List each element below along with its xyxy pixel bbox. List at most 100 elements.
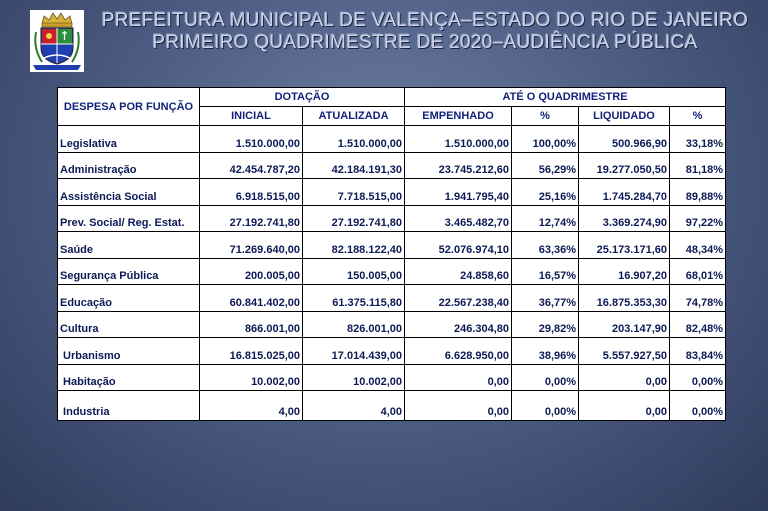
row-liquidado: 1.745.284,70	[578, 178, 671, 206]
row-liquidado: 203.147,90	[578, 310, 671, 338]
row-funcao: Prev. Social/ Reg. Estat.	[57, 204, 200, 232]
row-inicial: 6.918.515,00	[199, 178, 303, 206]
row-atualizada: 10.002,00	[301, 363, 406, 391]
coat-of-arms-icon	[30, 10, 84, 72]
row-atualizada: 42.184.191,30	[301, 151, 406, 179]
row-inicial: 200.005,00	[199, 257, 303, 285]
row-empenhado: 22.567.238,40	[404, 284, 513, 312]
table-row: Segurança Pública 200.005,00 150.005,00 24.…	[57, 257, 727, 285]
row-empenhado: 1.510.000,00	[404, 125, 513, 153]
row-empenhado: 246.304,80	[404, 310, 513, 338]
row-atualizada: 826.001,00	[301, 310, 406, 338]
table-row: Habitação 10.002,00 10.002,00 0,00 0,00% 0,00…	[57, 363, 727, 391]
row-percent-empenhado: 16,57%	[511, 257, 580, 285]
row-percent-empenhado: 63,36%	[511, 231, 580, 259]
row-percent-liquidado: 81,18%	[669, 151, 727, 179]
row-atualizada: 150.005,00	[301, 257, 406, 285]
row-empenhado: 1.941.795,40	[404, 178, 513, 206]
table-row: Cultura 866.001,00 826.001,00 246.304,80 29,…	[57, 310, 727, 338]
title-line-1: PREFEITURA MUNICIPAL DE VALENÇA–ESTADO D…	[101, 10, 749, 31]
row-empenhado: 3.465.482,70	[404, 204, 513, 232]
row-atualizada: 17.014.439,00	[301, 337, 406, 365]
row-atualizada: 27.192.741,80	[301, 204, 406, 232]
row-empenhado: 0,00	[404, 390, 513, 421]
row-inicial: 866.001,00	[199, 310, 303, 338]
row-percent-empenhado: 0,00%	[511, 390, 580, 421]
row-liquidado: 500.966,90	[578, 125, 671, 153]
row-empenhado: 24.858,60	[404, 257, 513, 285]
table-row: Legislativa 1.510.000,00 1.510.000,00 1.510…	[57, 125, 727, 153]
row-empenhado: 6.628.950,00	[404, 337, 513, 365]
row-empenhado: 52.076.974,10	[404, 231, 513, 259]
row-atualizada: 1.510.000,00	[301, 125, 406, 153]
row-percent-empenhado: 100,00%	[511, 125, 580, 153]
row-liquidado: 25.173.171,60	[578, 231, 671, 259]
table-row: Administração 42.454.787,20 42.184.191,30 2…	[57, 151, 727, 179]
row-funcao: Educação	[57, 284, 200, 312]
row-liquidado: 19.277.050,50	[578, 151, 671, 179]
header-percent-liquidado: %	[669, 106, 727, 126]
row-atualizada: 61.375.115,80	[301, 284, 406, 312]
row-inicial: 10.002,00	[199, 363, 303, 391]
row-percent-liquidado: 89,88%	[669, 178, 727, 206]
row-inicial: 42.454.787,20	[199, 151, 303, 179]
header-ate-o-quadrimestre: ATÉ O QUADRIMESTRE	[404, 87, 727, 107]
row-percent-liquidado: 83,84%	[669, 337, 727, 365]
row-percent-liquidado: 74,78%	[669, 284, 727, 312]
row-funcao: Assistência Social	[57, 178, 200, 206]
row-inicial: 60.841.402,00	[199, 284, 303, 312]
row-funcao: Cultura	[57, 310, 200, 338]
row-funcao: Segurança Pública	[57, 257, 200, 285]
row-inicial: 27.192.741,80	[199, 204, 303, 232]
header-dotacao: DOTAÇÃO	[198, 87, 406, 107]
row-inicial: 1.510.000,00	[199, 125, 303, 153]
row-percent-empenhado: 56,29%	[511, 151, 580, 179]
table-row: Urbanismo 16.815.025,00 17.014.439,00 6.628…	[57, 337, 727, 365]
row-liquidado: 0,00	[578, 363, 671, 391]
row-funcao: Administração	[57, 151, 200, 179]
row-percent-empenhado: 38,96%	[511, 337, 580, 365]
page-title: PREFEITURA MUNICIPAL DE VALENÇA–ESTADO D…	[90, 10, 760, 54]
row-percent-liquidado: 82,48%	[669, 310, 727, 338]
row-percent-liquidado: 0,00%	[669, 390, 727, 421]
row-liquidado: 16.907,20	[578, 257, 671, 285]
row-percent-liquidado: 0,00%	[669, 363, 727, 391]
row-percent-liquidado: 33,18%	[669, 125, 727, 153]
header-empenhado: EMPENHADO	[404, 106, 513, 126]
table-row: Saúde 71.269.640,00 82.188.122,40 52.076.97…	[57, 231, 727, 259]
row-atualizada: 4,00	[301, 390, 406, 421]
row-inicial: 16.815.025,00	[199, 337, 303, 365]
row-inicial: 4,00	[199, 390, 303, 421]
table-row: Prev. Social/ Reg. Estat. 27.192.741,80 27…	[57, 204, 727, 232]
row-percent-empenhado: 36,77%	[511, 284, 580, 312]
row-percent-empenhado: 25,16%	[511, 178, 580, 206]
table-row: Industria 4,00 4,00 0,00 0,00% 0,00 0,00%	[57, 390, 727, 421]
title-line-2: PRIMEIRO QUADRIMESTRE DE 2020–AUDIÊNCIA …	[152, 32, 698, 53]
row-funcao: Habitação	[57, 363, 200, 391]
row-funcao: Legislativa	[57, 125, 200, 153]
row-empenhado: 0,00	[404, 363, 513, 391]
header-liquidado: LIQUIDADO	[578, 106, 671, 126]
row-atualizada: 7.718.515,00	[301, 178, 406, 206]
row-liquidado: 0,00	[578, 390, 671, 421]
row-funcao: Industria	[57, 390, 200, 421]
row-percent-liquidado: 68,01%	[669, 257, 727, 285]
budget-table-container: DESPESA POR FUNÇÃO DOTAÇÃO ATÉ O QUADRIM…	[57, 87, 727, 421]
budget-table: DESPESA POR FUNÇÃO DOTAÇÃO ATÉ O QUADRIM…	[57, 87, 727, 421]
row-percent-empenhado: 29,82%	[511, 310, 580, 338]
row-percent-liquidado: 48,34%	[669, 231, 727, 259]
table-row: Assistência Social 6.918.515,00 7.718.515,…	[57, 178, 727, 206]
header-percent-empenhado: %	[511, 106, 580, 126]
row-inicial: 71.269.640,00	[199, 231, 303, 259]
row-liquidado: 16.875.353,30	[578, 284, 671, 312]
row-funcao: Urbanismo	[57, 337, 200, 365]
row-percent-empenhado: 12,74%	[511, 204, 580, 232]
row-liquidado: 3.369.274,90	[578, 204, 671, 232]
row-percent-empenhado: 0,00%	[511, 363, 580, 391]
row-funcao: Saúde	[57, 231, 200, 259]
row-liquidado: 5.557.927,50	[578, 337, 671, 365]
row-atualizada: 82.188.122,40	[301, 231, 406, 259]
table-row: Educação 60.841.402,00 61.375.115,80 22.567…	[57, 284, 727, 312]
header-despesa-por-funcao: DESPESA POR FUNÇÃO	[57, 87, 200, 126]
row-empenhado: 23.745.212,60	[404, 151, 513, 179]
